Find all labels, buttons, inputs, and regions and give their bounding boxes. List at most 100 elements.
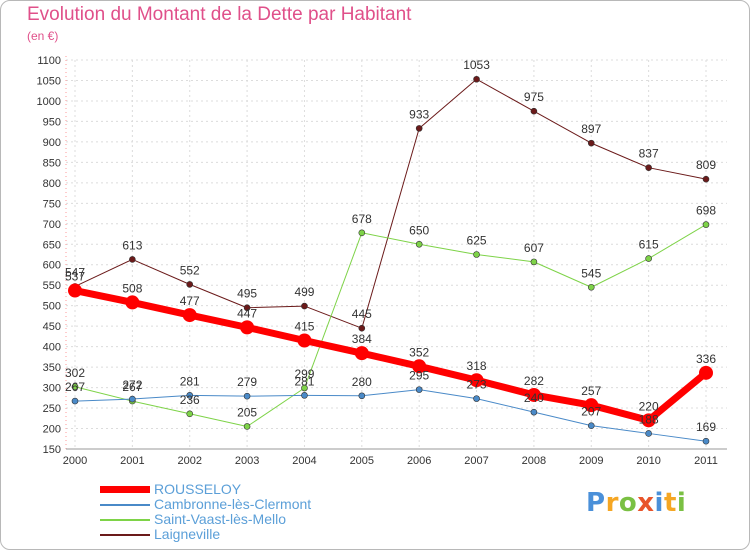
data-point-cambronne-l-s-clermont <box>645 430 652 437</box>
data-point-laigneville <box>129 256 136 263</box>
data-label-saint-vaast-l-s-mello: 302 <box>65 366 85 380</box>
data-point-cambronne-l-s-clermont <box>186 392 194 399</box>
legend-swatch-laigneville <box>100 534 150 536</box>
data-point-laigneville <box>358 324 366 332</box>
y-tick-label: 400 <box>43 342 61 354</box>
data-label-laigneville: 445 <box>352 307 372 321</box>
data-point-laigneville <box>530 107 538 115</box>
data-point-cambronne-l-s-clermont <box>415 386 423 393</box>
data-label-cambronne-l-s-clermont: 267 <box>65 380 85 394</box>
y-tick-label: 300 <box>43 383 61 395</box>
data-label-laigneville: 613 <box>122 238 142 252</box>
data-point-rousseloy <box>699 365 713 380</box>
series-line-laigneville <box>74 78 707 329</box>
data-point-laigneville <box>702 175 710 183</box>
data-point-cambronne-l-s-clermont <box>702 437 710 445</box>
data-label-cambronne-l-s-clermont: 273 <box>467 378 487 392</box>
data-point-saint-vaast-l-s-mello <box>243 423 251 430</box>
x-tick-label: 2004 <box>292 455 316 467</box>
x-tick-label: 2003 <box>235 455 259 467</box>
logo-letter: r <box>605 488 619 518</box>
data-label-rousseloy: 447 <box>237 306 257 320</box>
x-tick-label: 2000 <box>63 455 87 467</box>
data-point-rousseloy <box>240 320 255 335</box>
data-label-saint-vaast-l-s-mello: 205 <box>237 405 257 419</box>
series-line-saint-vaast-l-s-mello <box>74 224 707 427</box>
data-point-laigneville <box>186 281 194 288</box>
y-tick-label: 350 <box>43 362 61 374</box>
data-label-saint-vaast-l-s-mello: 236 <box>180 393 200 407</box>
data-label-rousseloy: 477 <box>180 294 200 308</box>
x-tick-label: 2008 <box>522 455 546 467</box>
data-label-cambronne-l-s-clermont: 240 <box>524 391 544 405</box>
data-point-cambronne-l-s-clermont <box>358 392 366 400</box>
data-label-rousseloy: 352 <box>409 345 429 359</box>
data-point-saint-vaast-l-s-mello <box>415 240 423 248</box>
x-tick-label: 2009 <box>579 455 603 467</box>
data-label-rousseloy: 384 <box>352 332 372 346</box>
data-label-rousseloy: 220 <box>639 399 659 413</box>
logo-letter: x <box>637 488 655 518</box>
logo-letter: i <box>654 488 664 518</box>
y-tick-label: 700 <box>43 219 61 231</box>
data-label-laigneville: 1053 <box>463 58 490 72</box>
proxiti-logo: Proxiti <box>586 488 686 518</box>
y-tick-label: 250 <box>43 403 61 415</box>
y-tick-label: 1100 <box>37 55 61 67</box>
x-tick-label: 2001 <box>120 455 144 467</box>
data-label-cambronne-l-s-clermont: 272 <box>122 378 142 392</box>
data-point-saint-vaast-l-s-mello <box>645 255 652 262</box>
data-point-saint-vaast-l-s-mello <box>301 384 308 392</box>
data-point-saint-vaast-l-s-mello <box>71 383 79 391</box>
legend-swatch-saint-vaast <box>100 519 150 521</box>
data-label-rousseloy: 318 <box>467 359 487 373</box>
data-point-laigneville <box>645 164 652 171</box>
data-label-cambronne-l-s-clermont: 169 <box>696 420 716 434</box>
x-tick-label: 2006 <box>407 455 431 467</box>
data-label-saint-vaast-l-s-mello: 545 <box>581 266 601 280</box>
data-label-cambronne-l-s-clermont: 281 <box>294 374 314 388</box>
data-point-saint-vaast-l-s-mello <box>186 410 194 418</box>
y-tick-label: 1000 <box>37 96 61 108</box>
y-tick-label: 800 <box>43 178 61 190</box>
data-point-laigneville <box>243 304 251 312</box>
data-label-cambronne-l-s-clermont: 207 <box>581 405 601 419</box>
x-tick-label: 2007 <box>464 455 488 467</box>
data-point-laigneville <box>473 75 480 83</box>
data-label-rousseloy: 508 <box>122 281 142 295</box>
data-point-rousseloy <box>412 359 427 374</box>
y-tick-label: 200 <box>43 424 61 436</box>
data-labels-layer: 547 613 552 495 499 445 933 1053 975 897 837 809 302… <box>65 58 716 434</box>
data-label-laigneville: 837 <box>639 147 659 161</box>
data-point-cambronne-l-s-clermont <box>587 422 595 429</box>
x-tick-label: 2011 <box>694 455 718 467</box>
y-tick-label: 600 <box>43 260 61 272</box>
logo-letter: P <box>586 488 606 518</box>
y-tick-label: 900 <box>43 137 61 149</box>
data-point-laigneville <box>415 125 423 132</box>
data-point-rousseloy <box>584 398 599 413</box>
series-line-cambronne-l-s-clermont <box>74 389 707 442</box>
data-label-rousseloy: 537 <box>65 270 85 284</box>
data-point-laigneville <box>301 302 308 310</box>
y-tick-label: 950 <box>43 116 61 128</box>
data-label-laigneville: 547 <box>65 265 85 279</box>
y-tick-label: 750 <box>43 198 61 210</box>
data-point-rousseloy <box>526 387 541 402</box>
data-label-laigneville: 495 <box>237 287 257 301</box>
data-point-rousseloy <box>641 413 656 428</box>
data-label-rousseloy: 257 <box>581 384 601 398</box>
data-point-saint-vaast-l-s-mello <box>530 258 538 266</box>
data-point-cambronne-l-s-clermont <box>243 392 251 400</box>
data-label-saint-vaast-l-s-mello: 267 <box>122 380 142 394</box>
data-point-saint-vaast-l-s-mello <box>587 283 595 291</box>
data-point-rousseloy <box>297 333 312 348</box>
data-label-laigneville: 552 <box>180 263 200 277</box>
logo-letter: t <box>663 488 677 518</box>
data-point-cambronne-l-s-clermont <box>473 395 480 402</box>
data-label-saint-vaast-l-s-mello: 299 <box>294 367 314 381</box>
legend-label-laigneville: Laigneville <box>154 526 221 542</box>
y-tick-label: 850 <box>43 157 61 169</box>
series-line-rousseloy <box>71 287 710 424</box>
